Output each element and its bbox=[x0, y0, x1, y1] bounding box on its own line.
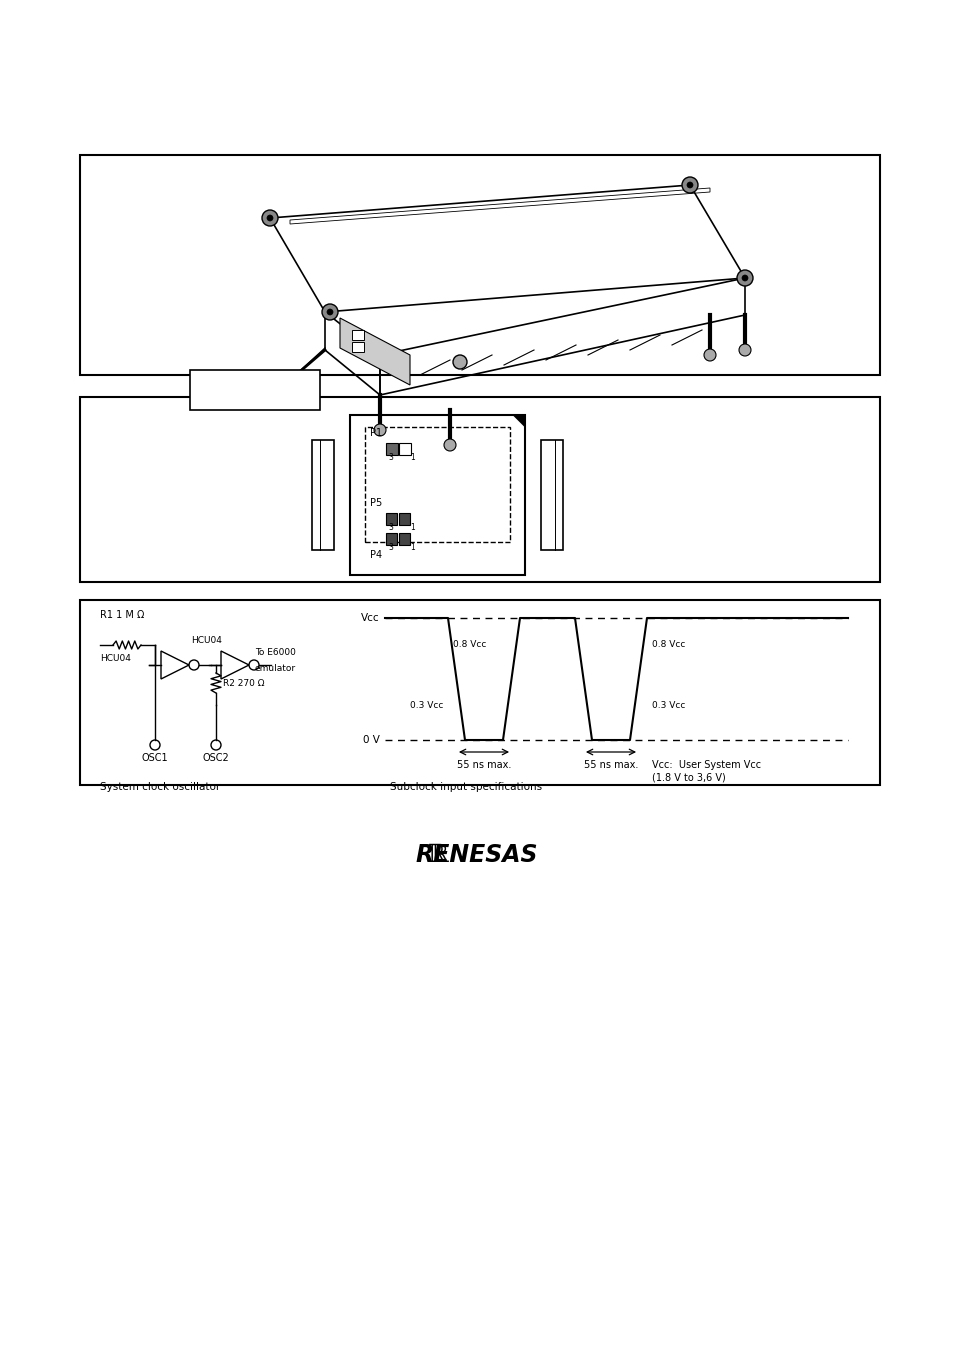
Text: ℝ: ℝ bbox=[427, 843, 448, 866]
Circle shape bbox=[374, 424, 386, 436]
Bar bbox=[398, 534, 410, 544]
Text: 1: 1 bbox=[410, 454, 415, 462]
Text: 1: 1 bbox=[410, 543, 415, 553]
Text: Subclock input specifications: Subclock input specifications bbox=[390, 782, 541, 792]
Text: Vcc:  User System Vcc: Vcc: User System Vcc bbox=[651, 761, 760, 770]
Circle shape bbox=[443, 439, 456, 451]
Bar bbox=[352, 330, 364, 340]
Text: 0.3 Vcc: 0.3 Vcc bbox=[651, 701, 684, 711]
Text: 3: 3 bbox=[388, 454, 393, 462]
Bar bbox=[80, 155, 879, 376]
Bar bbox=[386, 513, 396, 526]
Text: 0.8 Vcc: 0.8 Vcc bbox=[453, 640, 486, 650]
Text: OSC2: OSC2 bbox=[202, 753, 229, 763]
Text: 0.3 Vcc: 0.3 Vcc bbox=[409, 701, 442, 711]
Bar bbox=[312, 440, 334, 550]
Bar bbox=[365, 427, 510, 542]
Text: HCU04: HCU04 bbox=[100, 654, 131, 663]
Bar bbox=[80, 397, 879, 582]
Text: 0 V: 0 V bbox=[363, 735, 379, 744]
Bar bbox=[352, 342, 364, 353]
Bar bbox=[398, 513, 410, 526]
Text: RENESAS: RENESAS bbox=[416, 843, 537, 867]
Circle shape bbox=[327, 309, 333, 315]
Polygon shape bbox=[339, 317, 410, 385]
Text: Vcc: Vcc bbox=[361, 613, 379, 623]
Text: P1: P1 bbox=[370, 428, 382, 438]
Text: 55 ns max.: 55 ns max. bbox=[456, 761, 511, 770]
Bar bbox=[540, 440, 562, 550]
Text: HCU04: HCU04 bbox=[191, 636, 222, 644]
Circle shape bbox=[739, 345, 750, 357]
Bar bbox=[398, 443, 411, 455]
Text: 3: 3 bbox=[388, 543, 393, 553]
Circle shape bbox=[453, 355, 467, 369]
Text: (1.8 V to 3,6 V): (1.8 V to 3,6 V) bbox=[651, 771, 725, 782]
Text: To E6000: To E6000 bbox=[254, 648, 295, 657]
Bar bbox=[350, 415, 524, 576]
Circle shape bbox=[703, 349, 716, 361]
Text: P4: P4 bbox=[370, 550, 382, 561]
Text: R2 270 Ω: R2 270 Ω bbox=[223, 678, 264, 688]
Text: 3: 3 bbox=[388, 523, 393, 532]
Text: OSC1: OSC1 bbox=[142, 753, 168, 763]
Text: 1: 1 bbox=[410, 523, 415, 532]
Circle shape bbox=[267, 215, 273, 222]
Bar bbox=[386, 443, 397, 455]
Circle shape bbox=[681, 177, 698, 193]
Text: 55 ns max.: 55 ns max. bbox=[583, 761, 638, 770]
Circle shape bbox=[737, 270, 752, 286]
Text: emulator: emulator bbox=[254, 663, 295, 673]
Text: P5: P5 bbox=[370, 499, 382, 508]
Circle shape bbox=[262, 209, 277, 226]
Bar bbox=[386, 534, 396, 544]
Bar bbox=[190, 370, 319, 409]
Bar bbox=[80, 600, 879, 785]
Circle shape bbox=[686, 182, 692, 188]
Polygon shape bbox=[513, 415, 524, 427]
Circle shape bbox=[741, 276, 747, 281]
Circle shape bbox=[322, 304, 337, 320]
Text: System clock oscillator: System clock oscillator bbox=[100, 782, 220, 792]
Text: 0.8 Vcc: 0.8 Vcc bbox=[651, 640, 684, 650]
Text: R1 1 M Ω: R1 1 M Ω bbox=[100, 611, 144, 620]
